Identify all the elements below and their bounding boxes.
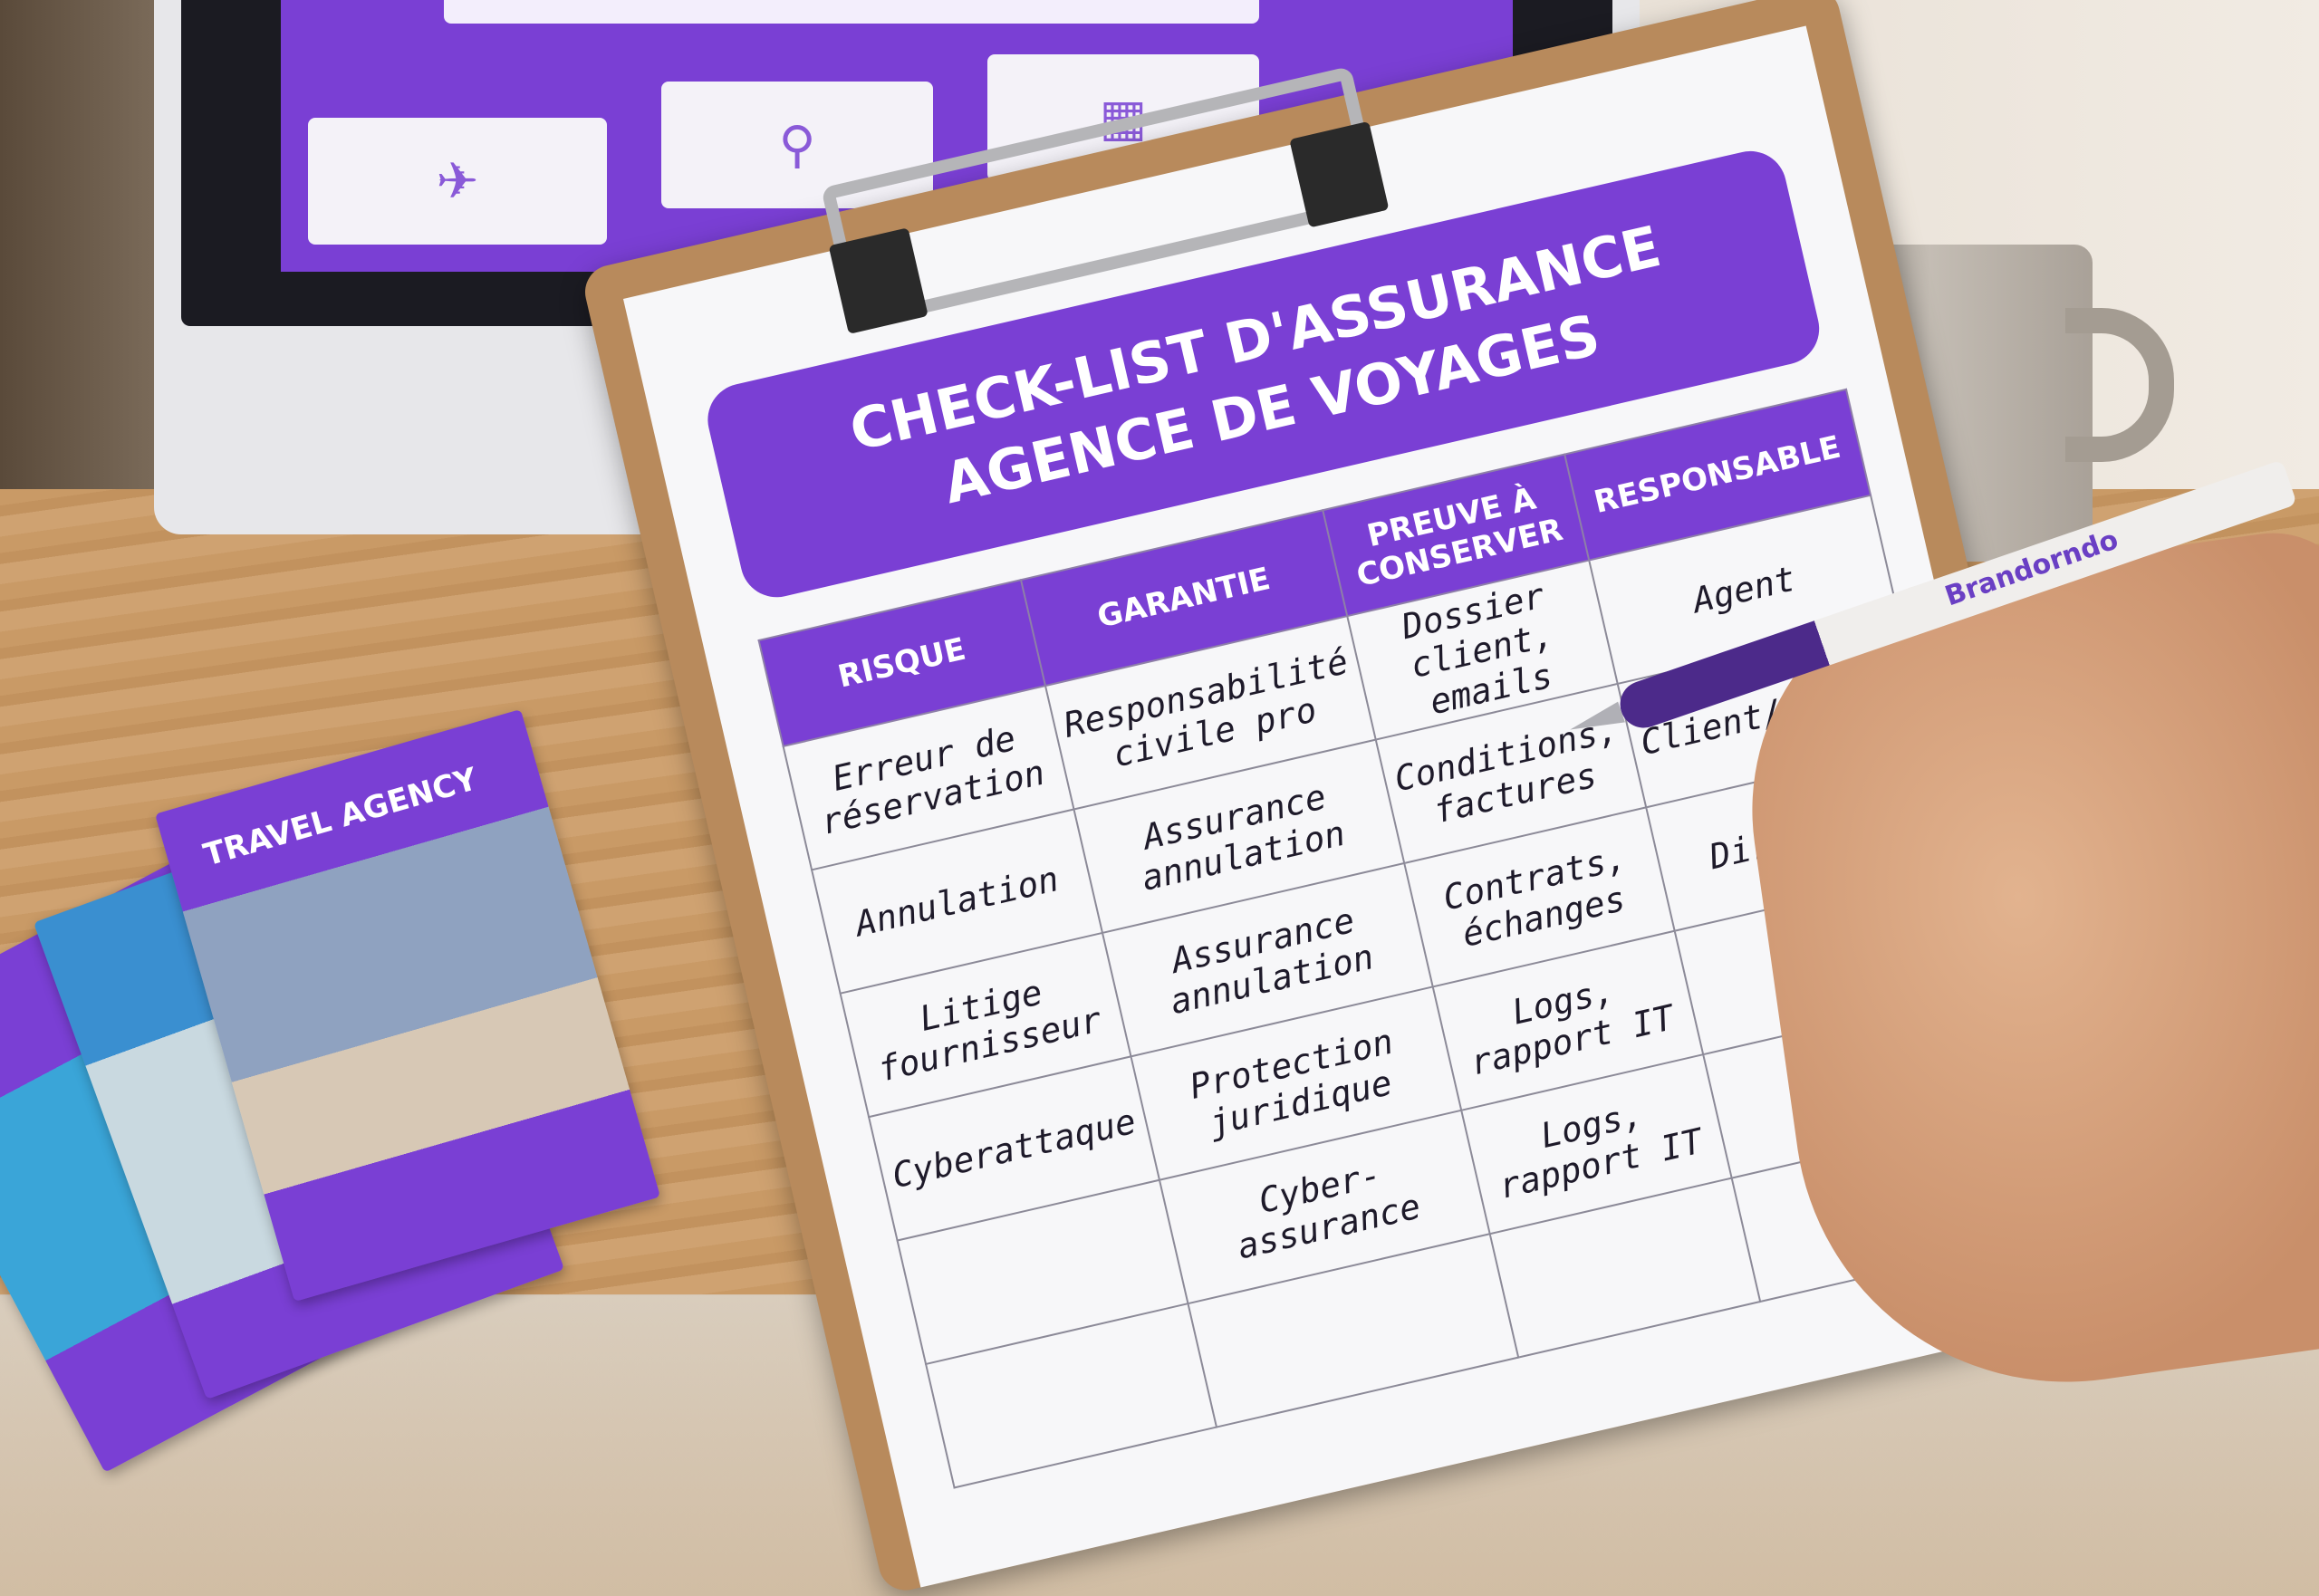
airplane-icon: ✈ — [308, 118, 607, 245]
clip-foot — [1289, 120, 1390, 228]
clip-foot — [828, 227, 929, 334]
screen-search-bar — [444, 0, 1259, 24]
search-icon: ⚲ — [661, 82, 933, 208]
